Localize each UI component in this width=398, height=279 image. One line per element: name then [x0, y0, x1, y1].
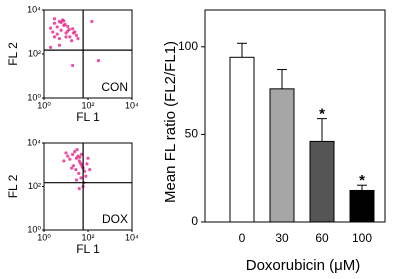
- y-axis-title: FL 2: [6, 42, 20, 66]
- point: [66, 154, 70, 158]
- y-tick-label: 100: [178, 39, 198, 53]
- y-tick-label: 50: [185, 127, 199, 141]
- point: [70, 166, 74, 170]
- bar: [269, 88, 295, 223]
- panel-label: DOX: [102, 212, 128, 226]
- y-tick-label: 10⁰: [27, 224, 41, 234]
- point: [57, 37, 61, 41]
- y-tick-label: 10⁰: [27, 92, 41, 102]
- point: [78, 155, 82, 159]
- point: [67, 27, 71, 32]
- x-tick-label: 100: [352, 231, 372, 245]
- point: [84, 174, 88, 178]
- point: [71, 152, 75, 156]
- plot-frame: [204, 9, 386, 223]
- point: [71, 31, 76, 35]
- point: [52, 17, 57, 21]
- x-tick-label: 10²: [81, 100, 94, 110]
- point: [76, 37, 80, 41]
- x-tick-label: 30: [275, 231, 289, 245]
- point: [82, 169, 87, 173]
- y-tick-label: 10⁴: [27, 4, 41, 14]
- x-axis-title: FL 1: [76, 110, 100, 124]
- point: [64, 35, 68, 39]
- point: [77, 187, 81, 191]
- point: [49, 26, 53, 30]
- point: [49, 45, 53, 49]
- y-axis-title: FL 2: [6, 174, 20, 198]
- x-tick-label: 10⁰: [37, 100, 51, 110]
- significance-mark: *: [319, 106, 325, 123]
- point: [70, 39, 74, 43]
- x-tick-label: 0: [239, 231, 246, 245]
- point: [62, 19, 66, 23]
- point: [59, 20, 63, 25]
- point: [75, 147, 79, 152]
- point: [52, 21, 57, 25]
- point: [74, 33, 79, 38]
- x-tick-label: 10⁰: [37, 232, 51, 242]
- point: [68, 157, 72, 161]
- point: [66, 24, 70, 28]
- point: [55, 25, 59, 29]
- point: [79, 152, 83, 156]
- point: [74, 178, 79, 182]
- point: [79, 176, 83, 180]
- point: [64, 151, 68, 155]
- point: [63, 22, 67, 27]
- point: [88, 167, 92, 172]
- point: [77, 171, 81, 176]
- point: [62, 159, 66, 163]
- point: [52, 35, 57, 39]
- point: [86, 156, 90, 160]
- bar: [349, 189, 375, 223]
- point: [59, 28, 63, 32]
- x-tick-label: 10²: [81, 232, 94, 242]
- x-axis-title: Doxorubicin (μM): [246, 257, 361, 274]
- point: [90, 19, 94, 24]
- x-axis-title: FL 1: [76, 242, 100, 256]
- point: [73, 150, 77, 154]
- point: [68, 35, 72, 39]
- x-tick-label: 10⁴: [125, 100, 139, 110]
- x-tick-label: 10⁴: [125, 232, 139, 242]
- y-tick-label: 10²: [28, 48, 41, 58]
- point: [51, 30, 55, 34]
- bar: [309, 140, 335, 223]
- y-tick-label: 10²: [28, 181, 41, 191]
- y-axis-title: Mean FL ratio (FL2/FL1): [162, 41, 179, 203]
- y-tick-label: 10⁴: [27, 137, 41, 147]
- panel-label: CON: [101, 80, 128, 94]
- point: [96, 59, 101, 63]
- point: [71, 164, 76, 168]
- point: [71, 27, 75, 31]
- point: [85, 162, 89, 166]
- point: [78, 161, 82, 165]
- bar: [229, 56, 255, 223]
- significance-mark: *: [359, 172, 365, 189]
- point: [74, 167, 78, 172]
- x-tick-label: 60: [315, 231, 329, 245]
- y-tick-label: 0: [191, 214, 198, 228]
- point: [71, 63, 75, 68]
- point: [55, 32, 59, 36]
- point: [57, 43, 61, 47]
